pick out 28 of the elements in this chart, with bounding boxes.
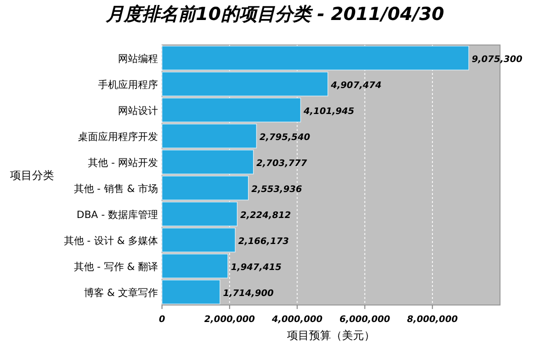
data-label: 2,166,173 [238,237,289,247]
y-tick-label: DBA - 数据库管理 [76,209,158,221]
y-tick-label: 桌面应用程序开发 [78,131,158,143]
y-tick-label: 网站编程 [118,53,158,65]
x-axis-title: 项目预算（美元） [287,329,375,342]
x-tick-label: 6,000,000 [339,315,390,325]
data-label: 2,553,936 [251,185,302,195]
data-label: 9,075,300 [472,55,522,65]
x-tick-label: 0 [158,315,166,325]
y-tick-label: 其他 - 网站开发 [88,157,158,169]
data-label: 2,224,812 [240,211,291,221]
y-tick-label: 手机应用程序 [98,79,158,91]
data-label: 4,101,945 [302,107,354,117]
x-tick-label: 2,000,000 [204,315,255,325]
data-label: 1,947,415 [230,263,282,273]
data-label: 2,795,540 [259,133,310,143]
x-tick-label: 8,000,000 [407,315,458,325]
data-label: 1,714,900 [222,289,274,299]
data-label: 2,703,777 [256,159,308,169]
data-label: 4,907,474 [330,81,382,91]
chart-title: 月度排名前10的项目分类 - 2011/04/30 [104,4,444,25]
y-tick-label: 其他 - 写作 & 翻译 [74,261,158,273]
y-axis-title: 项目分类 [10,169,54,182]
y-tick-label: 博客 & 文章写作 [84,287,158,299]
y-tick-label: 其他 - 设计 & 多媒体 [64,235,158,247]
y-tick-label: 网站设计 [118,105,158,117]
x-tick-label: 4,000,000 [270,315,323,325]
y-tick-label: 其他 - 销售 & 市场 [74,183,158,195]
